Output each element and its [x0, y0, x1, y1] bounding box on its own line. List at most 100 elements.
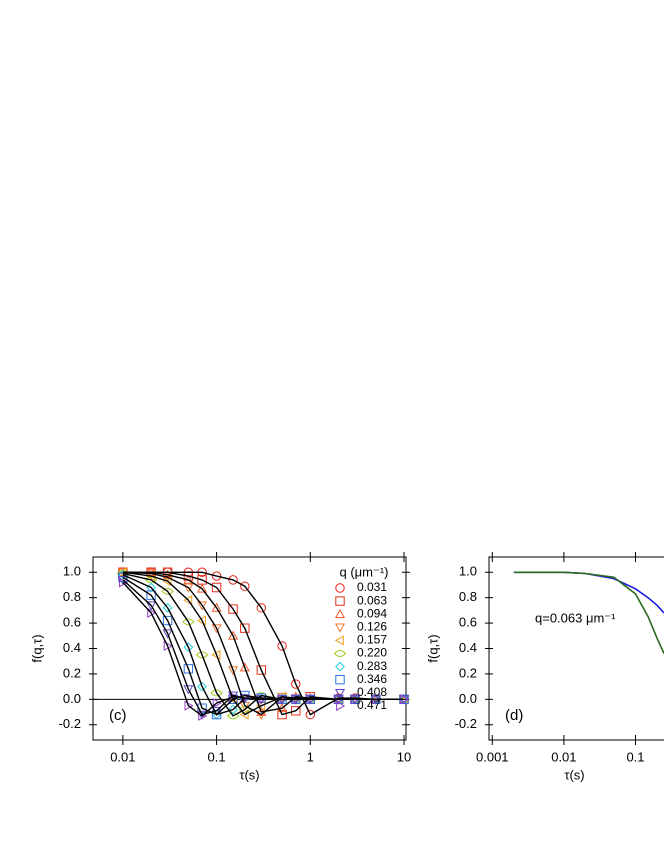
- data-point: [183, 583, 194, 593]
- legend-marker: [335, 675, 345, 685]
- series-line: [122, 581, 404, 717]
- data-point: [277, 709, 287, 720]
- legend-marker: [335, 583, 345, 593]
- data-point: [212, 698, 222, 709]
- legend-marker: [334, 688, 346, 699]
- legend-label: 0.408: [357, 685, 387, 699]
- annotation: q=0.063 μm⁻¹: [535, 611, 616, 626]
- data-point: [195, 651, 209, 659]
- y-axis-label: f(q,τ): [29, 634, 44, 662]
- data-point: [228, 604, 238, 614]
- plot-frame: [92, 556, 407, 741]
- legend-marker: [335, 596, 345, 606]
- data-point: [183, 595, 193, 606]
- x-axis-label: τ(s): [239, 767, 259, 782]
- data-point: [183, 642, 194, 653]
- data-point: [117, 576, 128, 586]
- data-point: [197, 583, 208, 593]
- data-point: [228, 630, 239, 640]
- x-tick-label: 0.001: [476, 749, 509, 764]
- y-tick-label: 0.8: [63, 589, 81, 604]
- data-point: [184, 700, 194, 711]
- series-line: [122, 571, 404, 716]
- data-point: [371, 694, 381, 705]
- y-tick-label: 0.4: [459, 640, 477, 655]
- data-point: [305, 709, 316, 720]
- series-line: [513, 571, 664, 654]
- x-tick-label: 0.1: [626, 749, 644, 764]
- series-line: [513, 571, 664, 614]
- data-point: [211, 602, 222, 612]
- data-point: [146, 590, 156, 600]
- legend-label: 0.346: [357, 672, 387, 686]
- data-point: [228, 704, 238, 715]
- data-point: [162, 576, 172, 587]
- legend-label: 0.220: [357, 646, 387, 660]
- data-point: [239, 662, 250, 672]
- data-point: [211, 624, 222, 634]
- x-tick-label: 0.01: [110, 749, 135, 764]
- legend-marker: [334, 608, 346, 619]
- panel-label: (c): [109, 707, 127, 724]
- data-point: [211, 582, 222, 593]
- legend-marker: [336, 700, 346, 711]
- legend-title: q (μm⁻¹): [339, 564, 388, 579]
- y-tick-label: 0.2: [63, 665, 81, 680]
- panel: -0.2 0.0 0.2 0.4 0.6 0.8 1.0 0.01 0.1 1 10 τ(s) f(q,…: [29, 552, 411, 782]
- data-point: [240, 623, 250, 633]
- data-point: [256, 665, 266, 675]
- legend-label: 0.126: [357, 619, 387, 633]
- y-tick-label: -0.2: [59, 716, 81, 731]
- data-point: [210, 689, 223, 697]
- legend-label: 0.031: [357, 580, 387, 594]
- data-point: [211, 571, 222, 581]
- data-point: [162, 615, 173, 626]
- data-point: [197, 575, 207, 585]
- data-point: [350, 694, 360, 705]
- y-tick-label: 0.0: [459, 691, 477, 706]
- data-point: [240, 581, 250, 591]
- legend-label: 0.157: [357, 633, 387, 647]
- y-tick-label: 1.0: [459, 564, 477, 579]
- y-tick-label: 0.6: [63, 615, 81, 630]
- y-tick-label: 0.6: [459, 615, 477, 630]
- data-point: [162, 602, 173, 613]
- legend-marker: [334, 623, 346, 633]
- y-axis-label: f(q,τ): [425, 634, 440, 662]
- x-tick-label: 1: [307, 749, 314, 764]
- data-point: [228, 575, 238, 585]
- legend-label: 0.283: [357, 659, 387, 673]
- panel: -0.2 0.0 0.2 0.4 0.6 0.8 1.0 0.001 0.01 0.1 τ(s) f(…: [425, 552, 664, 782]
- legend-marker: [333, 650, 347, 657]
- data-point: [291, 679, 301, 689]
- legend-label: 0.094: [357, 606, 387, 620]
- y-tick-label: 0.2: [459, 665, 477, 680]
- data-point: [183, 664, 194, 674]
- legend-marker: [335, 661, 345, 672]
- data-point: [146, 601, 157, 611]
- data-point: [162, 629, 173, 639]
- legend-label: 0.471: [357, 698, 387, 712]
- data-point: [277, 702, 288, 713]
- data-point: [196, 615, 206, 626]
- data-point: [399, 694, 409, 705]
- y-tick-label: 0.4: [63, 640, 81, 655]
- legend-label: 0.063: [357, 593, 387, 607]
- y-tick-label: 0.0: [63, 691, 81, 706]
- x-tick-label: 0.1: [208, 749, 226, 764]
- y-tick-label: 1.0: [63, 564, 81, 579]
- data-point: [197, 681, 207, 692]
- panel-label: (d): [505, 707, 523, 724]
- data-point: [144, 576, 158, 584]
- y-tick-label: 0.8: [459, 589, 477, 604]
- legend-marker: [334, 635, 344, 646]
- x-tick-label: 10: [397, 749, 411, 764]
- x-tick-label: 0.01: [551, 749, 576, 764]
- y-tick-label: -0.2: [455, 716, 477, 731]
- data-point: [183, 685, 194, 695]
- data-point: [197, 601, 208, 611]
- x-axis-label: τ(s): [564, 767, 584, 782]
- data-point: [198, 710, 208, 721]
